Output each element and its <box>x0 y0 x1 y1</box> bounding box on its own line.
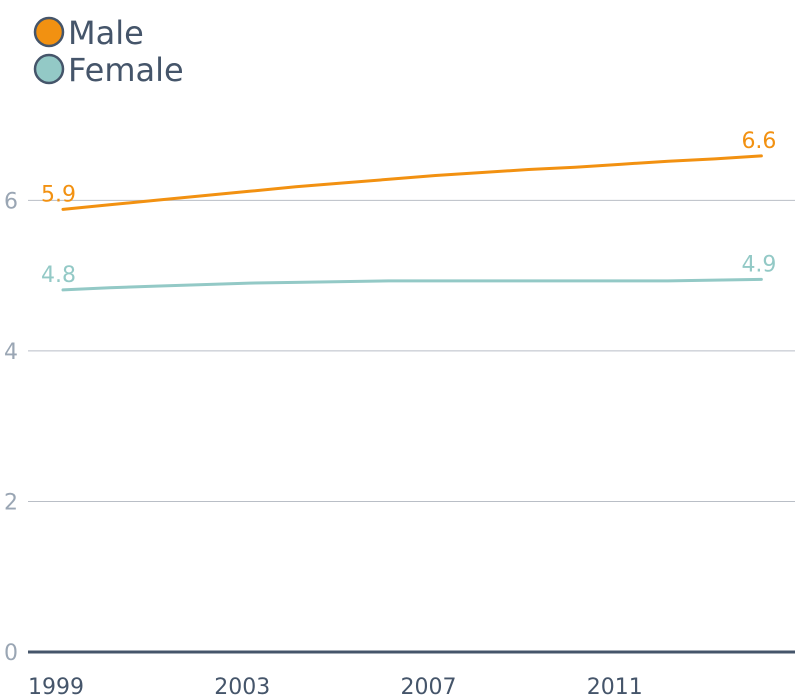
x-axis-ticks: 1999 2003 2007 2011 <box>28 675 643 700</box>
series-line-male <box>61 154 763 211</box>
data-label-end-female: 4.9 <box>741 252 776 277</box>
y-tick-label: 4 <box>4 340 18 365</box>
legend-label-male: Male <box>68 14 144 52</box>
y-axis-ticks: 0 2 4 6 <box>4 189 18 666</box>
series-line-female <box>61 277 763 292</box>
y-tick-label: 6 <box>4 189 18 214</box>
legend-marker-male <box>33 16 65 48</box>
legend-marker-female <box>33 53 65 85</box>
legend-label-female: Female <box>68 51 184 89</box>
legend: Male Female <box>33 14 184 89</box>
x-tick-label: 2003 <box>214 675 270 700</box>
data-labels: 5.9 6.6 4.8 4.9 <box>41 129 776 288</box>
x-tick-label: 2007 <box>401 675 457 700</box>
data-label-start-female: 4.8 <box>41 263 76 288</box>
series-lines <box>61 154 763 292</box>
data-label-end-male: 6.6 <box>741 129 776 154</box>
y-tick-label: 2 <box>4 490 18 515</box>
x-tick-label: 2011 <box>587 675 643 700</box>
data-label-start-male: 5.9 <box>41 182 76 207</box>
x-tick-label: 1999 <box>28 675 84 700</box>
y-tick-label: 0 <box>4 641 18 666</box>
grid-lines <box>28 199 795 654</box>
